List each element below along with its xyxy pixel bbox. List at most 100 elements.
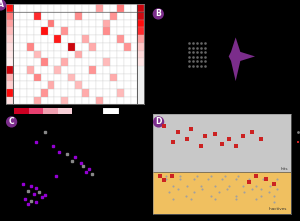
Bar: [96, 97, 103, 104]
Bar: [68, 66, 75, 74]
Bar: [124, 58, 130, 66]
Bar: [20, 20, 27, 27]
Bar: [68, 89, 75, 97]
Bar: [117, 27, 124, 35]
Bar: [96, 74, 103, 81]
Bar: [124, 27, 130, 35]
Bar: [40, 27, 47, 35]
Bar: [82, 89, 89, 97]
Text: C: C: [9, 117, 14, 126]
Bar: [82, 66, 89, 74]
Bar: [130, 4, 137, 12]
Bar: [54, 35, 61, 43]
Bar: [13, 89, 20, 97]
Bar: [34, 81, 40, 89]
Bar: [89, 81, 96, 89]
Bar: [137, 58, 144, 66]
Bar: [117, 35, 124, 43]
Bar: [13, 51, 20, 58]
Bar: [89, 43, 96, 51]
Bar: [54, 20, 61, 27]
Bar: [124, 51, 130, 58]
Bar: [34, 51, 40, 58]
Bar: [61, 74, 68, 81]
Bar: [89, 74, 96, 81]
Bar: [40, 89, 47, 97]
Bar: [89, 89, 96, 97]
Bar: [68, 81, 75, 89]
Bar: [20, 51, 27, 58]
Bar: [110, 12, 117, 20]
Bar: [153, 172, 291, 214]
Bar: [6, 12, 13, 20]
Bar: [27, 35, 34, 43]
Bar: [13, 4, 20, 12]
Bar: [40, 66, 47, 74]
Bar: [61, 58, 68, 66]
Text: hits: hits: [281, 167, 288, 171]
Bar: [34, 66, 40, 74]
Bar: [6, 74, 13, 81]
Bar: [27, 4, 34, 12]
Bar: [82, 12, 89, 20]
Bar: [54, 51, 61, 58]
Bar: [68, 20, 75, 27]
Bar: [89, 66, 96, 74]
Bar: [47, 81, 54, 89]
Bar: [68, 27, 75, 35]
Bar: [54, 12, 61, 20]
Bar: [34, 12, 40, 20]
Bar: [40, 35, 47, 43]
Bar: [20, 58, 27, 66]
Bar: [82, 4, 89, 12]
Bar: [82, 58, 89, 66]
Text: A: A: [0, 0, 4, 10]
Bar: [130, 43, 137, 51]
Bar: [130, 81, 137, 89]
Bar: [54, 81, 61, 89]
Bar: [47, 89, 54, 97]
Bar: [61, 66, 68, 74]
Bar: [34, 35, 40, 43]
Bar: [124, 81, 130, 89]
Bar: [103, 35, 110, 43]
Bar: [13, 66, 20, 74]
Bar: [27, 12, 34, 20]
Bar: [68, 97, 75, 104]
Bar: [40, 51, 47, 58]
Bar: [40, 58, 47, 66]
Bar: [27, 51, 34, 58]
Bar: [137, 12, 144, 20]
Bar: [103, 27, 110, 35]
Bar: [34, 97, 40, 104]
Bar: [89, 51, 96, 58]
Bar: [137, 20, 144, 27]
Bar: [20, 74, 27, 81]
Bar: [117, 97, 124, 104]
Bar: [124, 74, 130, 81]
Bar: [117, 58, 124, 66]
Bar: [75, 89, 82, 97]
Bar: [47, 20, 54, 27]
Bar: [13, 27, 20, 35]
Bar: [103, 43, 110, 51]
Bar: [130, 66, 137, 74]
Bar: [130, 35, 137, 43]
Bar: [68, 74, 75, 81]
Bar: [20, 12, 27, 20]
Bar: [75, 43, 82, 51]
Bar: [110, 89, 117, 97]
Bar: [137, 4, 144, 12]
Bar: [124, 4, 130, 12]
Bar: [110, 4, 117, 12]
Bar: [13, 43, 20, 51]
Bar: [6, 27, 13, 35]
Bar: [6, 89, 13, 97]
Bar: [130, 58, 137, 66]
Bar: [103, 89, 110, 97]
Bar: [54, 4, 61, 12]
Bar: [89, 35, 96, 43]
Bar: [13, 58, 20, 66]
Bar: [82, 81, 89, 89]
Bar: [27, 74, 34, 81]
